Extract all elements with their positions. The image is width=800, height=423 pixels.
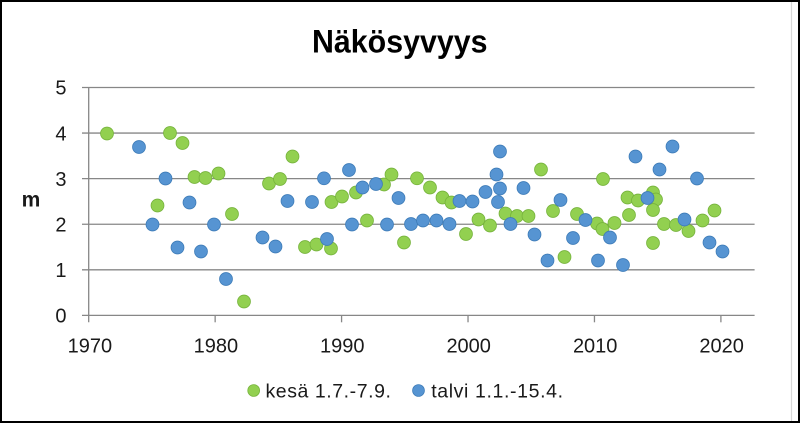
svg-text:m: m xyxy=(22,188,41,211)
svg-text:4: 4 xyxy=(55,123,66,145)
svg-text:1970: 1970 xyxy=(68,335,113,357)
svg-text:1990: 1990 xyxy=(320,335,365,357)
svg-text:2: 2 xyxy=(55,214,66,236)
svg-text:2010: 2010 xyxy=(573,335,618,357)
svg-text:2000: 2000 xyxy=(446,335,491,357)
svg-text:1980: 1980 xyxy=(194,335,239,357)
svg-text:0: 0 xyxy=(55,306,66,328)
svg-text:3: 3 xyxy=(55,169,66,191)
svg-text:2020: 2020 xyxy=(699,335,744,357)
svg-text:1: 1 xyxy=(55,260,66,282)
svg-text:5: 5 xyxy=(55,78,66,100)
svg-text:talvi 1.1.-15.4.: talvi 1.1.-15.4. xyxy=(431,381,563,403)
svg-text:kesä 1.7.-7.9.: kesä 1.7.-7.9. xyxy=(266,381,391,403)
svg-text:Näkösyvyys: Näkösyvyys xyxy=(312,24,488,60)
